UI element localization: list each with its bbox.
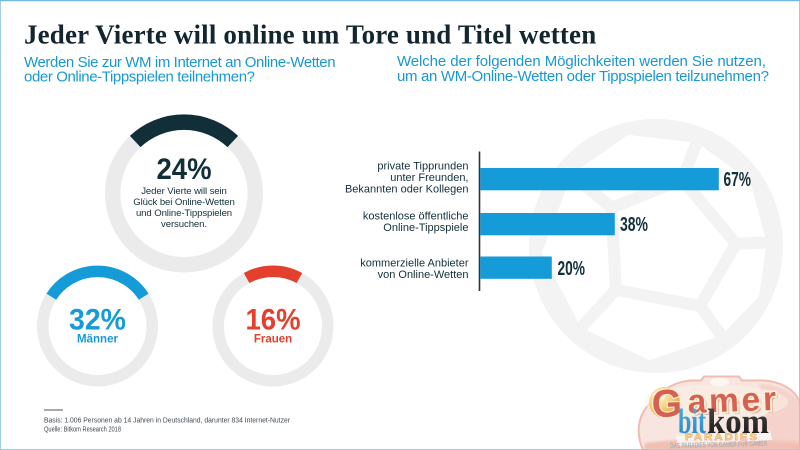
svg-text:Welche der folgenden Möglichke: Welche der folgenden Möglichkeiten werde… — [397, 53, 766, 70]
svg-text:Basis: 1.006 Personen ab 14 Ja: Basis: 1.006 Personen ab 14 Jahren in De… — [44, 416, 290, 425]
svg-text:kostenlose öffentliche: kostenlose öffentliche — [363, 211, 469, 223]
svg-text:Bekannten oder Kollegen: Bekannten oder Kollegen — [345, 184, 469, 196]
svg-text:private Tipprunden: private Tipprunden — [377, 161, 468, 173]
svg-text:bit: bit — [678, 402, 706, 441]
svg-text:versuchen.: versuchen. — [161, 219, 207, 230]
svg-text:Online-Tippspiele: Online-Tippspiele — [383, 222, 468, 234]
svg-text:24%: 24% — [157, 153, 212, 186]
svg-text:G: G — [651, 382, 683, 426]
svg-text:32%: 32% — [69, 304, 126, 337]
svg-text:kommerzielle Anbieter: kommerzielle Anbieter — [360, 258, 469, 270]
svg-text:kom: kom — [707, 402, 769, 441]
svg-text:Frauen: Frauen — [254, 334, 292, 346]
svg-text:38%: 38% — [620, 214, 648, 236]
svg-text:Werden Sie zur WM im Internet: Werden Sie zur WM im Internet an Online-… — [24, 54, 335, 71]
svg-text:Jeder Vierte will online um To: Jeder Vierte will online um Tore und Tit… — [24, 20, 596, 50]
svg-text:Glück bei Online-Wetten: Glück bei Online-Wetten — [133, 197, 235, 208]
svg-text:PARADIES: PARADIES — [685, 432, 759, 442]
svg-text:und Online-Tippspielen: und Online-Tippspielen — [136, 208, 232, 219]
svg-text:16%: 16% — [246, 304, 301, 337]
svg-text:20%: 20% — [558, 258, 586, 280]
svg-text:Männer: Männer — [77, 334, 118, 346]
svg-text:unter Freunden,: unter Freunden, — [390, 172, 468, 184]
svg-text:um an WM-Online-Wetten oder Ti: um an WM-Online-Wetten oder Tippspielen … — [397, 68, 769, 85]
svg-text:von Online-Wetten: von Online-Wetten — [378, 269, 469, 281]
svg-text:Quelle: Bitkom Research 2018: Quelle: Bitkom Research 2018 — [44, 425, 121, 434]
svg-text:Jeder Vierte will sein: Jeder Vierte will sein — [141, 186, 227, 197]
svg-text:oder Online-Tippspielen teilne: oder Online-Tippspielen teilnehmen? — [24, 69, 255, 86]
svg-text:amer: amer — [690, 383, 783, 423]
svg-text:amer: amer — [687, 381, 780, 421]
svg-text:67%: 67% — [724, 169, 752, 191]
svg-text:DAS PARADIES VON GAMER FÜR GAM: DAS PARADIES VON GAMER FÜR GAMER — [670, 439, 768, 450]
